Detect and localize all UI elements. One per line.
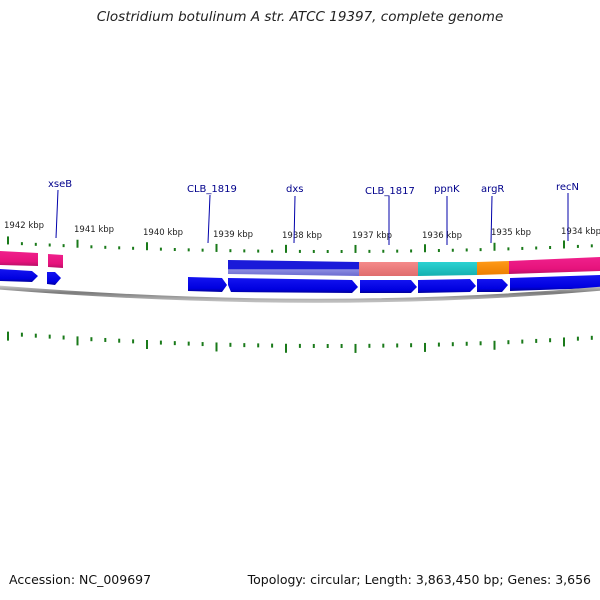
gene-arrow-left[interactable] bbox=[0, 269, 38, 282]
gene-label-recN[interactable]: recN bbox=[556, 182, 579, 193]
feature-segment-magenta-left[interactable] bbox=[0, 251, 38, 266]
gene-label-clb1819[interactable]: CLB_1819 bbox=[187, 184, 237, 195]
feature-track bbox=[0, 251, 600, 276]
gene-arrow-xseB[interactable] bbox=[47, 272, 61, 285]
gene-label-argR[interactable]: argR bbox=[481, 184, 504, 195]
leader-line-argR bbox=[490, 195, 493, 244]
backbone-ring bbox=[0, 285, 600, 303]
accession-text: Accession: NC_009697 bbox=[9, 572, 152, 587]
gene-label-ppnK[interactable]: ppnK bbox=[434, 184, 460, 195]
outer-ruler-ticks bbox=[7, 236, 593, 253]
gene-label-xseB[interactable]: xseB bbox=[48, 179, 72, 190]
feature-segment-recN[interactable] bbox=[509, 257, 600, 274]
feature-segment-ppnK[interactable] bbox=[418, 262, 477, 276]
leader-line-dxs bbox=[293, 195, 296, 244]
gene-arrow-ppnK[interactable] bbox=[418, 279, 476, 293]
ruler-label-1942: 1942 kbp bbox=[4, 221, 44, 231]
summary-text: Topology: circular; Length: 3,863,450 bp… bbox=[247, 572, 591, 587]
ruler-label-1941: 1941 kbp bbox=[74, 225, 114, 235]
ruler-label-1939: 1939 kbp bbox=[213, 230, 253, 240]
ruler-label-1935: 1935 kbp bbox=[491, 228, 531, 238]
gene-arrow-clb1817[interactable] bbox=[360, 280, 417, 293]
map-title: Clostridium botulinum A str. ATCC 19397,… bbox=[96, 9, 504, 25]
gene-arrow-track bbox=[0, 269, 600, 293]
ruler-label-1934: 1934 kbp bbox=[561, 227, 600, 237]
leader-line-clb1819 bbox=[207, 194, 211, 244]
gene-arrow-argR[interactable] bbox=[477, 279, 508, 292]
feature-segment-argR[interactable] bbox=[477, 261, 509, 275]
gene-arrow-recN[interactable] bbox=[510, 275, 600, 291]
gene-label-clb1817[interactable]: CLB_1817 bbox=[365, 186, 415, 197]
ruler-label-1936: 1936 kbp bbox=[422, 231, 462, 241]
feature-segment-clb1817[interactable] bbox=[359, 262, 418, 276]
ruler-label-1938: 1938 kbp bbox=[282, 231, 322, 241]
gene-arrow-clb1819[interactable] bbox=[188, 277, 227, 292]
gene-arrow-dxs[interactable] bbox=[228, 278, 358, 293]
inner-ruler-ticks bbox=[7, 331, 593, 353]
leader-line-xseB bbox=[55, 189, 59, 239]
feature-segment-dxs[interactable] bbox=[228, 260, 359, 276]
ruler-label-1940: 1940 kbp bbox=[143, 228, 183, 238]
ruler-label-1937: 1937 kbp bbox=[352, 231, 392, 241]
gene-label-dxs[interactable]: dxs bbox=[286, 184, 303, 195]
feature-segment-magenta-xseB[interactable] bbox=[48, 254, 63, 268]
